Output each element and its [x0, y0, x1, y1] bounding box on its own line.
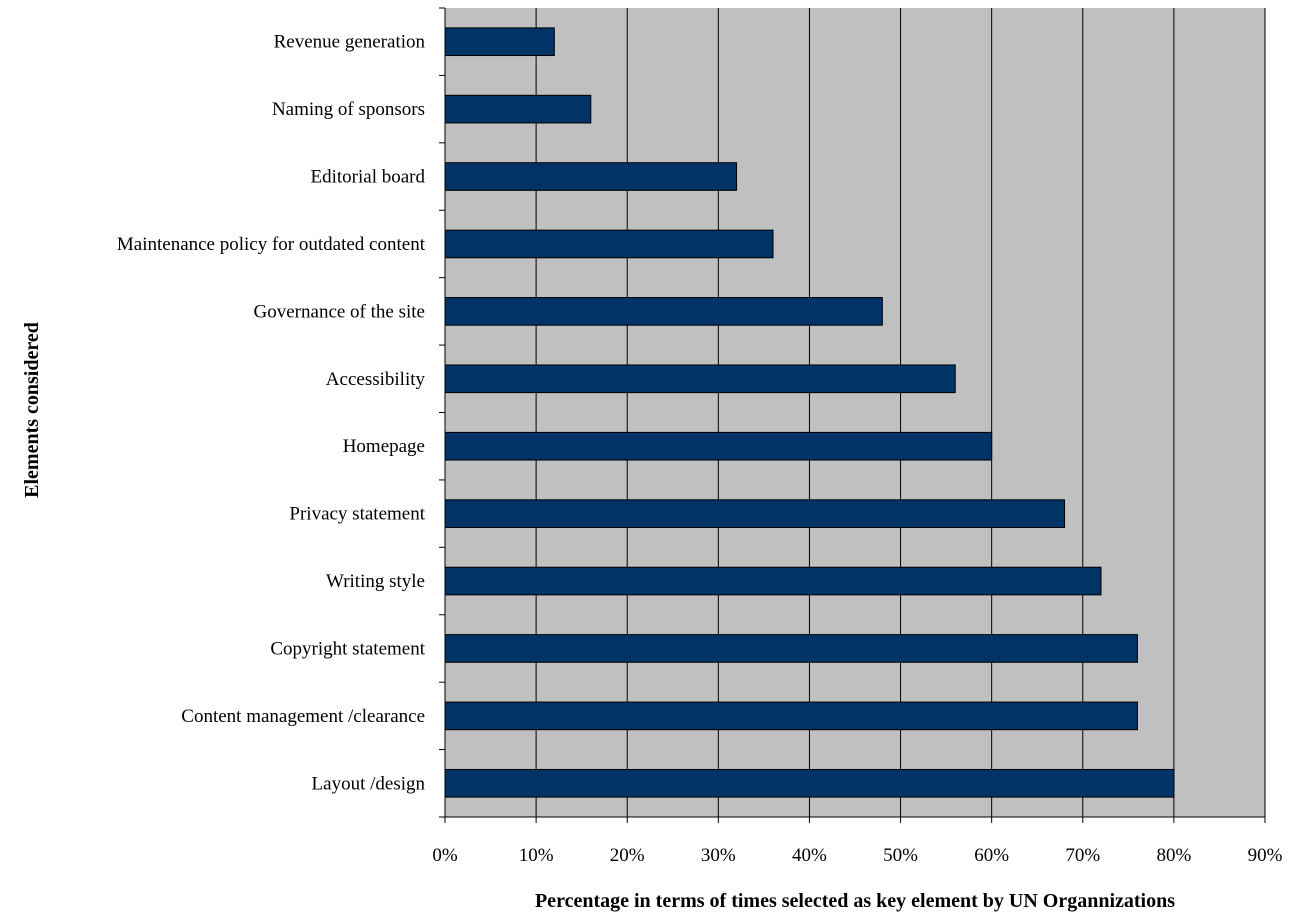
bar — [444, 634, 1138, 663]
category-label: Writing style — [326, 571, 425, 592]
bar — [444, 768, 1175, 798]
x-tick-label: 70% — [1065, 845, 1100, 866]
bar — [444, 701, 1138, 731]
x-tick-label: 80% — [1156, 845, 1191, 866]
category-label: Editorial board — [311, 167, 426, 188]
x-tick-label: 20% — [610, 845, 645, 866]
x-tick-labels: 0% 10% 20% 30% 40% 50% 60% 70% 80% 90% — [432, 845, 1282, 866]
category-label: Content management /clearance — [181, 706, 425, 727]
bar — [444, 27, 555, 57]
category-label: Maintenance policy for outdated content — [117, 234, 426, 255]
bar — [444, 431, 993, 461]
bars — [444, 27, 1175, 798]
x-tick-label: 60% — [974, 845, 1009, 866]
x-tick-label: 30% — [701, 845, 736, 866]
bar — [444, 566, 1102, 596]
bar — [444, 229, 774, 259]
category-label: Accessibility — [326, 369, 426, 390]
category-label: Layout /design — [312, 773, 426, 794]
x-axis-title: Percentage in terms of times selected as… — [535, 890, 1175, 912]
x-tick-label: 10% — [519, 845, 554, 866]
category-labels: Revenue generation Naming of sponsors Edit… — [117, 32, 426, 795]
bar — [444, 162, 738, 191]
bar — [444, 94, 592, 124]
x-tick-label: 0% — [432, 845, 458, 866]
category-label: Copyright statement — [270, 638, 425, 659]
category-label: Governance of the site — [254, 301, 425, 322]
x-tick-label: 50% — [883, 845, 918, 866]
plot-area — [445, 8, 1265, 817]
category-label: Privacy statement — [289, 504, 425, 525]
category-label: Naming of sponsors — [272, 99, 425, 120]
x-tick-label: 40% — [792, 845, 827, 866]
axes — [439, 7, 1266, 823]
category-label: Homepage — [343, 436, 425, 457]
category-label: Revenue generation — [274, 32, 426, 53]
bar — [444, 364, 956, 394]
gridlines — [535, 8, 1266, 817]
bar — [444, 297, 883, 326]
x-tick-label: 90% — [1248, 845, 1283, 866]
bar — [444, 499, 1066, 528]
y-axis-title: Elements considered — [21, 322, 43, 498]
